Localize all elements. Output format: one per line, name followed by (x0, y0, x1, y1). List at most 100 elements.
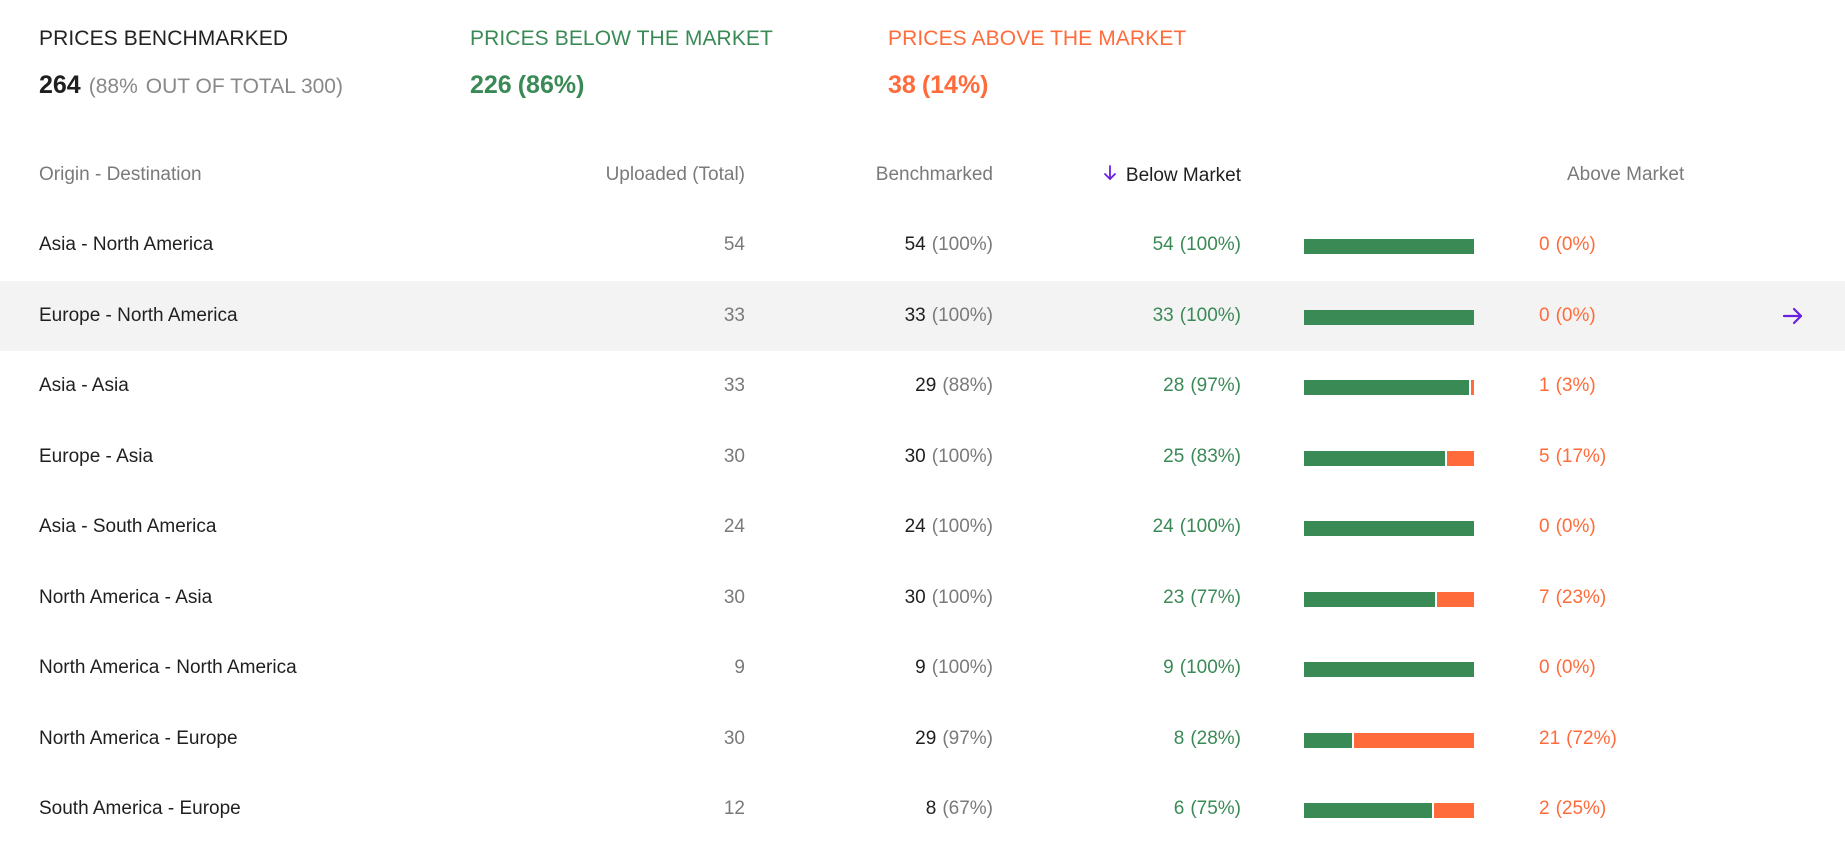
above-market-percent: (25%) (1555, 798, 1607, 819)
stat-value: 38 (14%) (888, 70, 1186, 100)
benchmarked-percent: (100%) (931, 586, 993, 608)
above-market-cell: 5 (17%) (1539, 422, 1606, 493)
table-header: Origin - Destination Uploaded (Total) Be… (0, 140, 1845, 210)
above-market-cell: 0 (0%) (1539, 633, 1596, 704)
above-market-percent: (17%) (1555, 445, 1607, 467)
above-market-percent: (0%) (1555, 516, 1596, 537)
below-market-cell: 23 (77%) (1163, 563, 1241, 634)
below-market-count: 6 (1173, 798, 1185, 819)
below-market-cell: 6 (75%) (1174, 774, 1241, 845)
benchmarked-percent: (88%) (942, 375, 993, 396)
market-split-bar (1304, 803, 1474, 818)
benchmarked-cell: 29 (97%) (915, 704, 993, 775)
arrow-right-icon[interactable] (1782, 305, 1804, 327)
below-market-percent: (28%) (1190, 727, 1241, 749)
table-row[interactable]: Europe - Asia 30 30 (100%) 25 (83%) 5 (17%) (0, 422, 1845, 493)
above-market-count: 1 (1539, 375, 1550, 396)
benchmarked-count: 29 (915, 727, 937, 749)
market-split-bar (1304, 662, 1474, 677)
below-market-cell: 33 (100%) (1153, 281, 1241, 352)
benchmarked-count: 30 (904, 586, 926, 608)
below-market-bar-segment (1304, 732, 1352, 748)
benchmarked-count: 54 (904, 234, 926, 255)
route-cell: Europe - North America (39, 304, 238, 326)
route-cell: South America - Europe (39, 798, 241, 819)
below-market-bar-segment (1304, 450, 1445, 466)
column-header-uploaded[interactable]: Uploaded (Total) (605, 164, 745, 185)
stat-label: PRICES BELOW THE MARKET (470, 27, 773, 50)
benchmarked-cell: 29 (88%) (915, 351, 993, 422)
uploaded-cell: 30 (723, 727, 745, 749)
above-market-cell: 2 (25%) (1539, 774, 1606, 845)
table-row[interactable]: Asia - South America 24 24 (100%) 24 (100%… (0, 492, 1845, 563)
stat-percent: (88% (88, 75, 138, 98)
below-market-percent: (100%) (1179, 304, 1241, 326)
market-split-bar (1304, 309, 1474, 325)
below-market-bar-segment (1304, 380, 1469, 395)
table-row[interactable]: South America - Europe 12 8 (67%) 6 (75%) … (0, 774, 1845, 845)
table-row[interactable]: Asia - Asia 33 29 (88%) 28 (97%) 1 (3%) (0, 351, 1845, 422)
above-market-bar-segment (1354, 732, 1474, 748)
market-split-bar (1304, 521, 1474, 536)
market-split-bar (1304, 732, 1474, 748)
above-market-bar-segment (1434, 803, 1474, 818)
route-cell: North America - Europe (39, 727, 238, 749)
table-body: Asia - North America 54 54 (100%) 54 (100%… (0, 210, 1845, 845)
route-cell: Asia - South America (39, 516, 217, 537)
below-market-cell: 9 (100%) (1163, 633, 1241, 704)
below-market-percent: (83%) (1190, 445, 1241, 467)
uploaded-cell: 33 (723, 375, 745, 396)
column-header-below-market[interactable]: Below Market (1102, 164, 1241, 187)
table-row[interactable]: North America - North America 9 9 (100%) … (0, 633, 1845, 704)
below-market-cell: 8 (28%) (1174, 704, 1241, 775)
stat-value: 264 (88% OUT OF TOTAL 300) (39, 70, 343, 102)
benchmarked-percent: (67%) (942, 798, 993, 819)
uploaded-cell: 54 (723, 234, 745, 255)
stat-label: PRICES BENCHMARKED (39, 27, 289, 50)
below-market-percent: (75%) (1190, 798, 1241, 819)
benchmarked-percent: (100%) (931, 657, 993, 678)
uploaded-cell: 9 (734, 657, 745, 678)
stat-number: 226 (470, 71, 512, 99)
benchmarked-percent: (97%) (942, 727, 993, 749)
route-cell: Asia - North America (39, 234, 214, 255)
below-market-bar-segment (1304, 239, 1474, 254)
table-row[interactable]: North America - Europe 30 29 (97%) 8 (28%)… (0, 704, 1845, 775)
above-market-percent: (0%) (1555, 234, 1596, 255)
arrow-down-icon[interactable] (1102, 164, 1118, 182)
table-row[interactable]: North America - Asia 30 30 (100%) 23 (77%)… (0, 563, 1845, 634)
uploaded-cell: 24 (723, 516, 745, 537)
uploaded-cell: 30 (723, 445, 745, 467)
routes-table: Origin - Destination Uploaded (Total) Be… (0, 140, 1845, 845)
column-header-above-market[interactable]: Above Market (1567, 164, 1685, 185)
below-market-percent: (77%) (1190, 586, 1241, 608)
below-market-cell: 25 (83%) (1163, 422, 1241, 493)
table-row[interactable]: Asia - North America 54 54 (100%) 54 (100%… (0, 210, 1845, 281)
benchmarked-count: 24 (904, 516, 926, 537)
benchmarked-count: 33 (904, 304, 926, 326)
stat-label: PRICES ABOVE THE MARKET (888, 27, 1187, 50)
stat-prices-below-market: PRICES BELOW THE MARKET 226 (86%) (470, 26, 773, 100)
below-market-count: 8 (1173, 727, 1185, 749)
above-market-percent: (0%) (1555, 304, 1596, 326)
below-market-bar-segment (1304, 662, 1474, 677)
column-header-origin-destination[interactable]: Origin - Destination (39, 164, 202, 185)
below-market-count: 9 (1163, 657, 1174, 678)
below-market-count: 24 (1152, 516, 1174, 537)
stat-percent: (86%) (517, 71, 585, 99)
column-header-benchmarked[interactable]: Benchmarked (875, 164, 993, 185)
benchmarked-cell: 54 (100%) (905, 210, 993, 281)
above-market-bar-segment (1447, 450, 1474, 466)
stat-percent: (14%) (921, 71, 989, 99)
above-market-percent: (23%) (1555, 586, 1607, 608)
route-cell: Europe - Asia (39, 445, 154, 467)
below-market-bar-segment (1304, 521, 1474, 536)
below-market-count: 25 (1163, 445, 1185, 467)
stat-number: 264 (39, 71, 81, 99)
above-market-count: 0 (1539, 234, 1550, 255)
benchmarked-cell: 30 (100%) (905, 422, 993, 493)
above-market-count: 5 (1539, 445, 1550, 467)
stat-value: 226 (86%) (470, 70, 773, 100)
table-row[interactable]: Europe - North America 33 33 (100%) 33 (10… (0, 280, 1845, 352)
stat-prices-above-market: PRICES ABOVE THE MARKET 38 (14%) (888, 26, 1186, 100)
